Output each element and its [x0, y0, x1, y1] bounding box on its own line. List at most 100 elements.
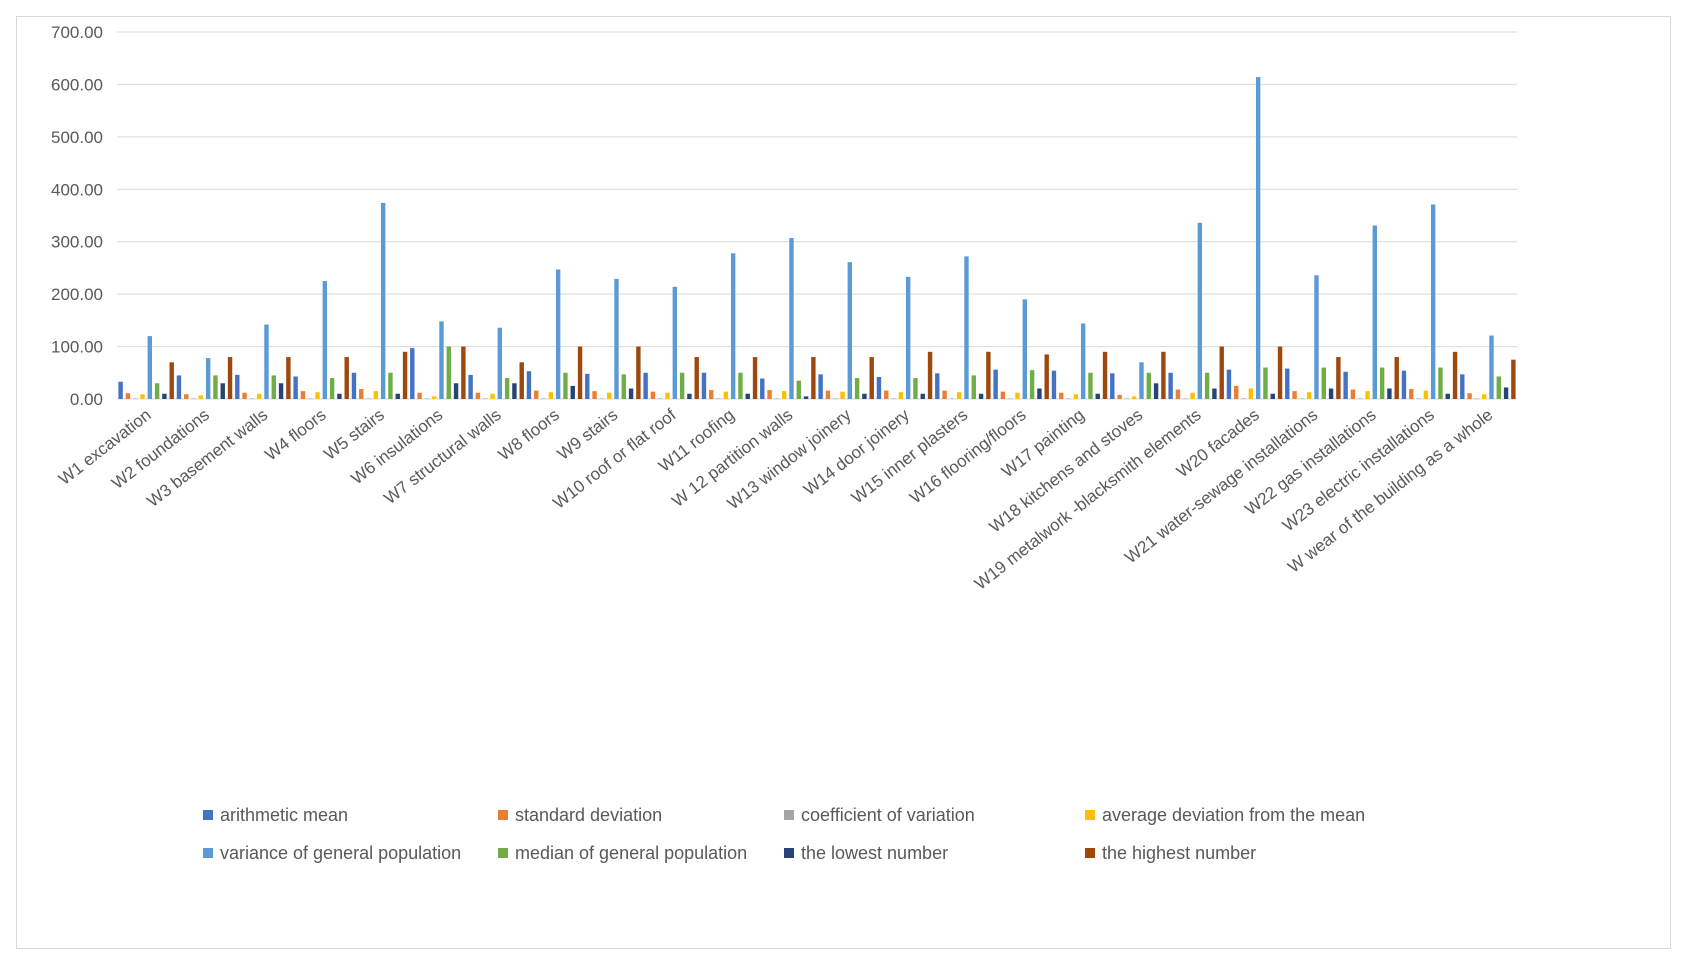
bar [796, 380, 801, 399]
bar [1321, 367, 1326, 399]
bar [541, 398, 546, 399]
bar [1029, 370, 1035, 399]
bar [1445, 393, 1450, 399]
bar [876, 376, 882, 399]
bar [1219, 346, 1224, 399]
bar [1197, 222, 1203, 399]
bar [519, 362, 524, 399]
bar [1365, 391, 1370, 399]
bar [1343, 371, 1348, 399]
y-tick-label: 300.00 [51, 233, 103, 252]
bar [723, 391, 729, 399]
bar [1117, 394, 1122, 399]
y-axis-tick-labels: 0.00 100.00 200.00 300.00 400.00 500.00 600.00… [51, 23, 103, 409]
bar [468, 374, 473, 399]
bar [1328, 388, 1334, 399]
bar [366, 398, 371, 399]
y-tick-label: 100.00 [51, 338, 103, 357]
bar [621, 374, 626, 399]
bar [884, 390, 889, 399]
legend-swatch [203, 810, 213, 820]
bar [1088, 372, 1093, 399]
bar [169, 362, 174, 399]
bar [249, 398, 255, 399]
bar [1190, 392, 1195, 399]
bar [614, 278, 619, 399]
bar [534, 390, 539, 399]
chart-frame: 0.00 100.00 200.00 300.00 400.00 500.00 600.00… [16, 16, 1671, 949]
bar [286, 357, 291, 399]
bar [1204, 372, 1210, 399]
bar [716, 398, 721, 399]
bar [133, 398, 138, 399]
legend-item: coefficient of variation [784, 805, 975, 825]
bar [1460, 374, 1465, 399]
bar [548, 392, 554, 399]
bar [1248, 388, 1254, 399]
bar [1168, 372, 1173, 399]
bar [512, 383, 517, 399]
bar [154, 383, 160, 399]
bar [818, 374, 823, 399]
bar [672, 286, 678, 399]
bar [1037, 388, 1042, 399]
legend-item: the highest number [1085, 843, 1256, 863]
bar [1241, 398, 1246, 399]
bar [781, 391, 787, 399]
bar [1277, 346, 1283, 399]
bar [811, 357, 816, 399]
category-label: W2 foundations [108, 405, 213, 493]
legend-swatch [203, 848, 213, 858]
bar [1212, 388, 1217, 399]
bar [490, 393, 495, 399]
bar [388, 372, 393, 399]
bar [147, 336, 153, 399]
bar [643, 372, 648, 399]
bar [1474, 398, 1480, 399]
y-tick-label: 600.00 [51, 75, 103, 94]
legend-swatch [784, 848, 794, 858]
bar [964, 256, 969, 399]
legend-item: the lowest number [784, 843, 948, 863]
bar [1416, 398, 1421, 399]
bar [198, 395, 204, 399]
bar [380, 202, 386, 399]
bar [1387, 388, 1392, 399]
bar [752, 357, 758, 399]
bar [1008, 398, 1013, 399]
bar [745, 393, 750, 399]
bar [1059, 392, 1064, 399]
bar [847, 262, 853, 399]
bar [636, 346, 641, 399]
bars [118, 77, 1516, 399]
bar [986, 351, 991, 399]
bar [1372, 225, 1378, 399]
y-tick-label: 200.00 [51, 285, 103, 304]
bar [833, 398, 838, 399]
legend-swatch [1085, 810, 1095, 820]
bar [1314, 275, 1319, 399]
bar [453, 383, 459, 399]
bar [935, 373, 940, 399]
bar [949, 398, 955, 399]
bar [176, 375, 182, 399]
bar [650, 391, 656, 399]
legend-label: median of general population [515, 843, 747, 863]
bar [118, 381, 123, 399]
bar [1350, 389, 1356, 399]
bar [1124, 398, 1130, 399]
bar [1299, 398, 1305, 399]
bar [395, 393, 400, 399]
legend-label: variance of general population [220, 843, 461, 863]
legend-swatch [498, 810, 508, 820]
bar [1496, 376, 1501, 399]
bar [278, 383, 284, 399]
bar [1102, 351, 1108, 399]
bar [461, 346, 466, 399]
bar [891, 398, 896, 399]
bar [1226, 369, 1232, 399]
bar [300, 391, 306, 399]
bar [431, 396, 437, 399]
bar [1175, 389, 1181, 399]
bar [308, 398, 313, 399]
